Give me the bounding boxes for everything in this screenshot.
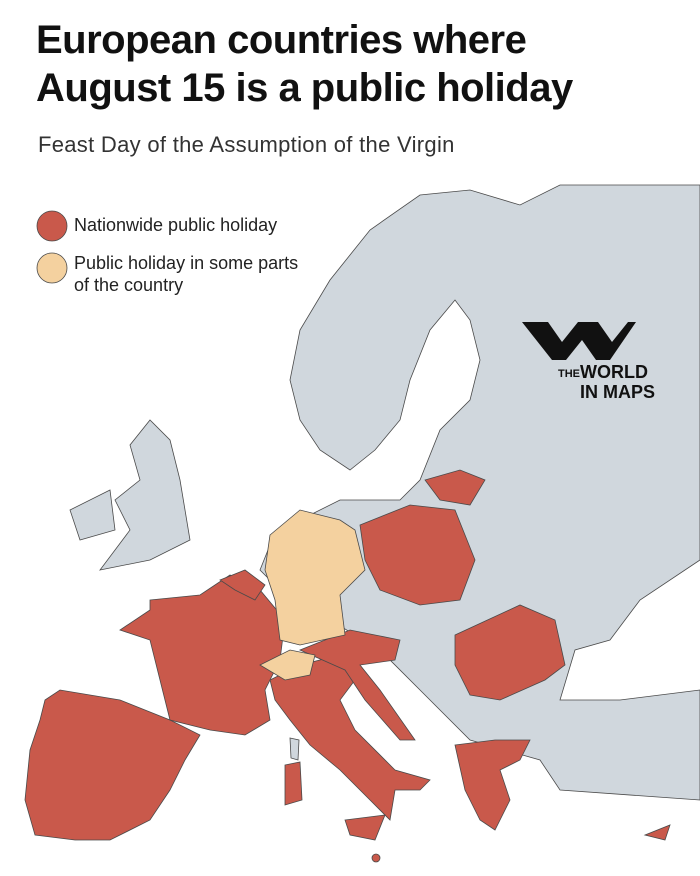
romania [454,604,566,701]
logo-text: IN MAPS [580,382,656,402]
title: August 15 is a public holiday [36,66,573,110]
switzerland [259,649,316,681]
germany [264,509,366,646]
corsica [289,737,300,761]
logo-mark [522,322,636,360]
legend-label: Nationwide public holiday [74,215,278,235]
sicily [344,814,386,841]
logo-text: THE [558,368,580,380]
uk [99,419,191,571]
sardinia [284,761,303,806]
title: European countries where [36,18,527,62]
legend-swatch [36,210,68,242]
lithuania [424,469,486,506]
ireland [69,489,116,541]
malta [371,853,381,863]
logo-text: WORLD [580,362,648,382]
subtitle: Feast Day of the Assumption of the Virgi… [38,132,455,157]
legend-swatch [36,252,68,284]
iberia [24,689,201,841]
poland [359,504,476,606]
greece [454,739,531,831]
austria-croatia [298,629,416,741]
legend-label: Public holiday in some parts of the coun… [74,253,299,295]
benelux [219,569,266,601]
cyprus [643,824,671,841]
